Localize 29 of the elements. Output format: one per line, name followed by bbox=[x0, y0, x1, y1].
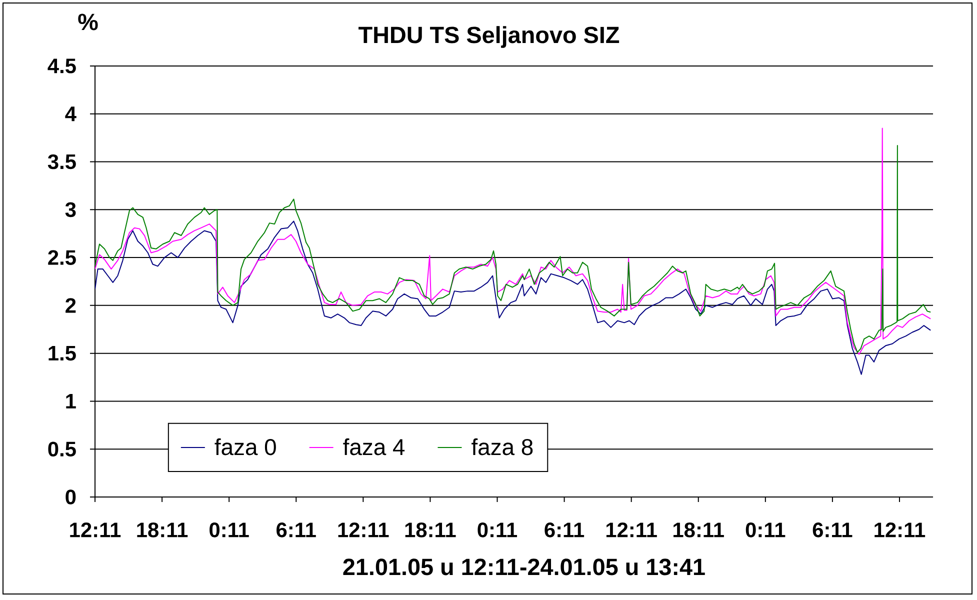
y-tick-label: 4.5 bbox=[48, 58, 76, 74]
x-tick-label: 18:11 bbox=[137, 522, 188, 538]
x-tick-label: 6:11 bbox=[276, 522, 316, 538]
x-tick-label: 12:11 bbox=[338, 522, 389, 538]
x-tick-label: 6:11 bbox=[812, 522, 852, 538]
y-tick-label: 2 bbox=[66, 298, 76, 313]
y-tick-label: 3.5 bbox=[48, 154, 76, 170]
x-tick-label: 12:11 bbox=[606, 522, 657, 538]
legend-label: faza 4 bbox=[343, 438, 405, 456]
y-tick-label: 0.5 bbox=[48, 442, 76, 456]
x-tick-label: 18:11 bbox=[674, 522, 724, 538]
x-tick-label: 6:11 bbox=[544, 522, 584, 538]
x-tick-label: 0:11 bbox=[478, 522, 518, 538]
y-tick-label: 3 bbox=[65, 202, 76, 218]
legend-label: faza 0 bbox=[214, 438, 276, 456]
y-axis-title: % bbox=[78, 14, 98, 30]
x-tick-label: 18:11 bbox=[405, 522, 456, 538]
y-tick-label: 0 bbox=[66, 490, 76, 504]
y-tick-label: 1.5 bbox=[48, 346, 76, 361]
y-tick-label: 1 bbox=[66, 394, 76, 408]
x-tick-label: 12:11 bbox=[70, 522, 121, 538]
chart-title: THDU TS Seljanovo SIZ bbox=[358, 26, 620, 48]
x-tick-label: 0:11 bbox=[210, 522, 249, 538]
y-tick-label: 2.5 bbox=[48, 250, 76, 265]
x-tick-label: 0:11 bbox=[746, 522, 786, 538]
legend-label: faza 8 bbox=[472, 438, 533, 456]
y-tick-label: 4 bbox=[65, 106, 76, 122]
x-tick-label: 12:11 bbox=[874, 522, 926, 538]
x-axis-title: 21.01.05 u 12:11-24.01.05 u 13:41 bbox=[343, 558, 705, 576]
